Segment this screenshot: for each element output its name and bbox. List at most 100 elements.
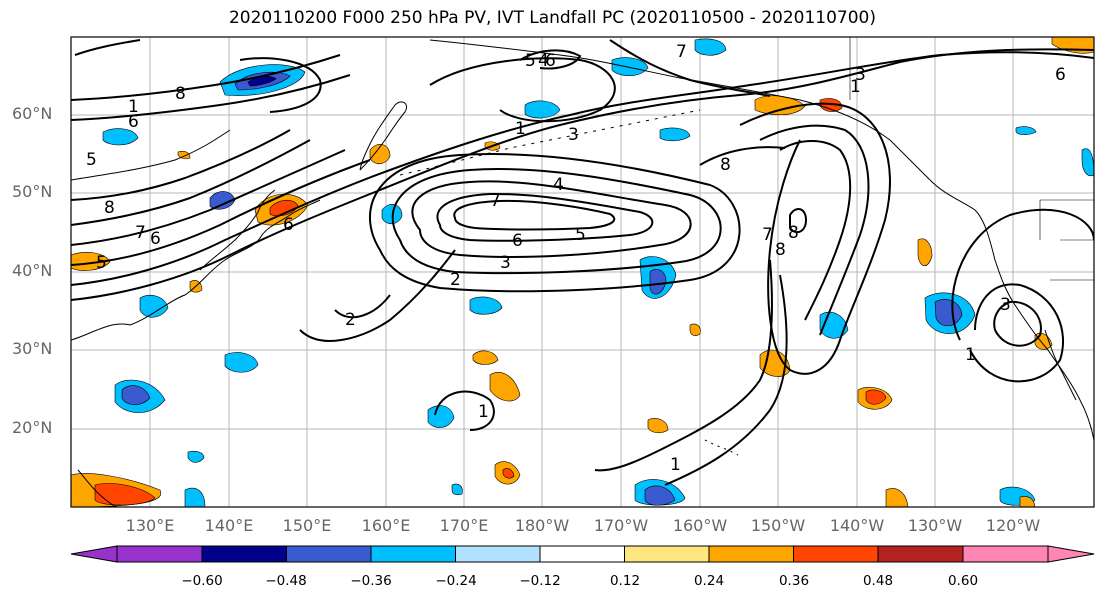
plot-frame <box>70 36 1095 508</box>
contour-label: 8 <box>720 155 731 175</box>
colorbar-tick-label: −0.12 <box>519 573 561 589</box>
lon-label: 130°W <box>907 516 963 535</box>
contour-line <box>664 274 788 486</box>
contour-line <box>453 199 616 231</box>
pv-positive-core <box>269 199 299 217</box>
contour-line <box>609 39 771 97</box>
pv-positive-region <box>917 238 933 267</box>
colorbar-segment <box>455 545 541 563</box>
contour-label: 1 <box>965 345 976 365</box>
pv-positive-region <box>689 323 701 336</box>
lat-label: 40°N <box>12 261 53 280</box>
contour-label: 8 <box>104 198 115 218</box>
pv-positive-core <box>865 389 887 405</box>
contour-label: 2 <box>450 270 461 290</box>
contour-line <box>594 259 773 472</box>
pv-negative-region <box>524 100 561 119</box>
colorbar-segment <box>624 545 710 563</box>
pv-negative-region <box>611 57 649 77</box>
contour-line <box>71 129 291 201</box>
pv-negative-region <box>469 296 503 315</box>
contour-label: 2 <box>345 310 356 330</box>
lon-label: 120°W <box>985 516 1041 535</box>
pv-negative-region <box>659 127 691 142</box>
contour-label: 1 <box>515 119 526 139</box>
contour-line <box>369 153 741 293</box>
contour-line <box>969 283 1065 383</box>
colorbar-segment <box>877 545 964 563</box>
contour-line <box>71 74 351 121</box>
pv-negative-region <box>694 38 727 56</box>
us-borders <box>849 37 1094 281</box>
colorbar-extend-left <box>70 545 118 563</box>
lon-label: 150°W <box>750 516 806 535</box>
contour-label: 8 <box>775 240 786 260</box>
contour-line <box>429 57 616 123</box>
contour-label: 3 <box>500 253 511 273</box>
colorbar-extend-right <box>1047 545 1095 563</box>
colorbar-tick-label: 0.48 <box>862 573 894 589</box>
asia-coastline <box>71 199 321 341</box>
contour-line <box>789 208 808 234</box>
asia-coastline <box>71 129 231 181</box>
contour-label: 5 <box>86 150 97 170</box>
contour-line <box>239 57 322 113</box>
kamchatka-coastline <box>359 101 408 171</box>
colorbar-tick-label: −0.60 <box>181 573 223 589</box>
pv-negative-core <box>934 299 963 327</box>
lat-label: 50°N <box>12 182 53 201</box>
colorbar-segment <box>708 545 794 563</box>
contour-label: 6 <box>128 112 139 132</box>
contour-label: 6 <box>512 231 523 251</box>
contour-label: 8 <box>175 84 186 104</box>
colorbar-tick-label: 0.12 <box>609 573 641 589</box>
contour-label: 7 <box>762 225 773 245</box>
colorbar-segment <box>286 545 372 563</box>
lon-label: 170°E <box>439 516 489 535</box>
contour-line <box>519 49 582 70</box>
contour-label: 5 <box>525 51 536 71</box>
contour-line <box>71 51 1094 286</box>
contour-label: 6 <box>150 229 161 249</box>
pv-positive-region <box>71 252 111 271</box>
contour-label: 6 <box>283 215 294 235</box>
lat-label: 60°N <box>12 104 53 123</box>
pv-negative-region <box>102 128 139 146</box>
contour-label: 5 <box>96 253 107 273</box>
pv-positive-core <box>94 483 156 506</box>
contour-label: 8 <box>788 223 799 243</box>
pv-positive-region <box>754 95 806 116</box>
lon-label: 140°E <box>204 516 254 535</box>
pv-negative-core <box>121 385 151 406</box>
contour-label: 7 <box>490 191 501 211</box>
contour-line <box>71 48 1094 301</box>
pv-positive-region <box>1019 496 1036 507</box>
contour-line <box>71 139 311 226</box>
contour-line <box>759 124 870 336</box>
contour-line <box>334 294 391 319</box>
contour-label: 3 <box>855 65 866 85</box>
contour-line <box>434 390 495 431</box>
pv-shading <box>71 37 1094 507</box>
contour-label: 5 <box>575 225 586 245</box>
pv-negative-region <box>187 450 205 463</box>
contour-line <box>299 249 456 342</box>
colorbar <box>70 545 1095 563</box>
pv-positive-region <box>472 350 499 365</box>
pv-positive-core <box>502 468 515 479</box>
contour-line <box>71 149 346 246</box>
colorbar-segment <box>539 545 625 563</box>
contour-label: 1 <box>850 77 861 97</box>
lon-label: 160°W <box>672 516 728 535</box>
contour-label: 1 <box>478 402 489 422</box>
pv-negative-core <box>649 269 667 295</box>
contour-label: 4 <box>553 175 564 195</box>
contour-label: 6 <box>545 51 556 71</box>
lon-label: 150°E <box>282 516 332 535</box>
ivt-contours <box>71 39 1094 486</box>
lon-label: 140°W <box>829 516 885 535</box>
japan-coastline <box>199 189 276 271</box>
contour-label: 7 <box>676 42 687 62</box>
contour-labels: 8 1 6 5 8 7 6 5 1 2 3 4 5 6 7 2 3 4 5 6 … <box>86 42 1066 475</box>
pv-positive-region <box>647 418 669 434</box>
